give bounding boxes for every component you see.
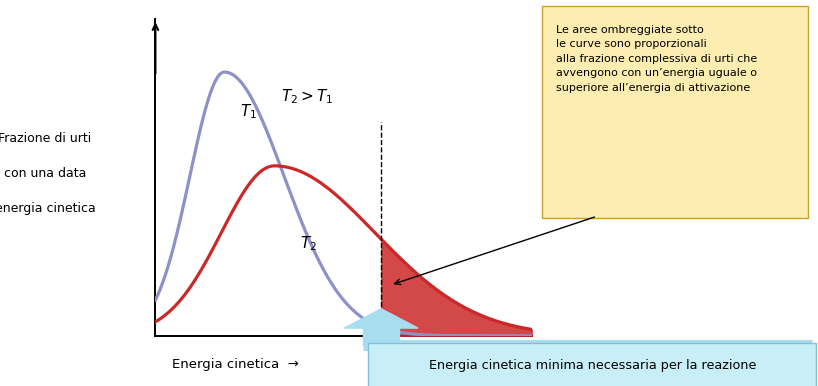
Text: con una data: con una data [4,167,86,180]
Text: Energia cinetica  →: Energia cinetica → [172,358,299,371]
Text: $T_2 > T_1$: $T_2 > T_1$ [281,87,333,106]
Text: Le aree ombreggiate sotto
le curve sono proporzionali
alla frazione complessiva : Le aree ombreggiate sotto le curve sono … [556,25,757,93]
Text: $T_1$: $T_1$ [240,102,257,121]
Text: Frazione di urti: Frazione di urti [0,132,92,146]
Text: energia cinetica: energia cinetica [0,202,96,215]
Text: $T_2$: $T_2$ [299,234,317,252]
Text: Energia cinetica minima necessaria per la reazione: Energia cinetica minima necessaria per l… [429,359,756,372]
